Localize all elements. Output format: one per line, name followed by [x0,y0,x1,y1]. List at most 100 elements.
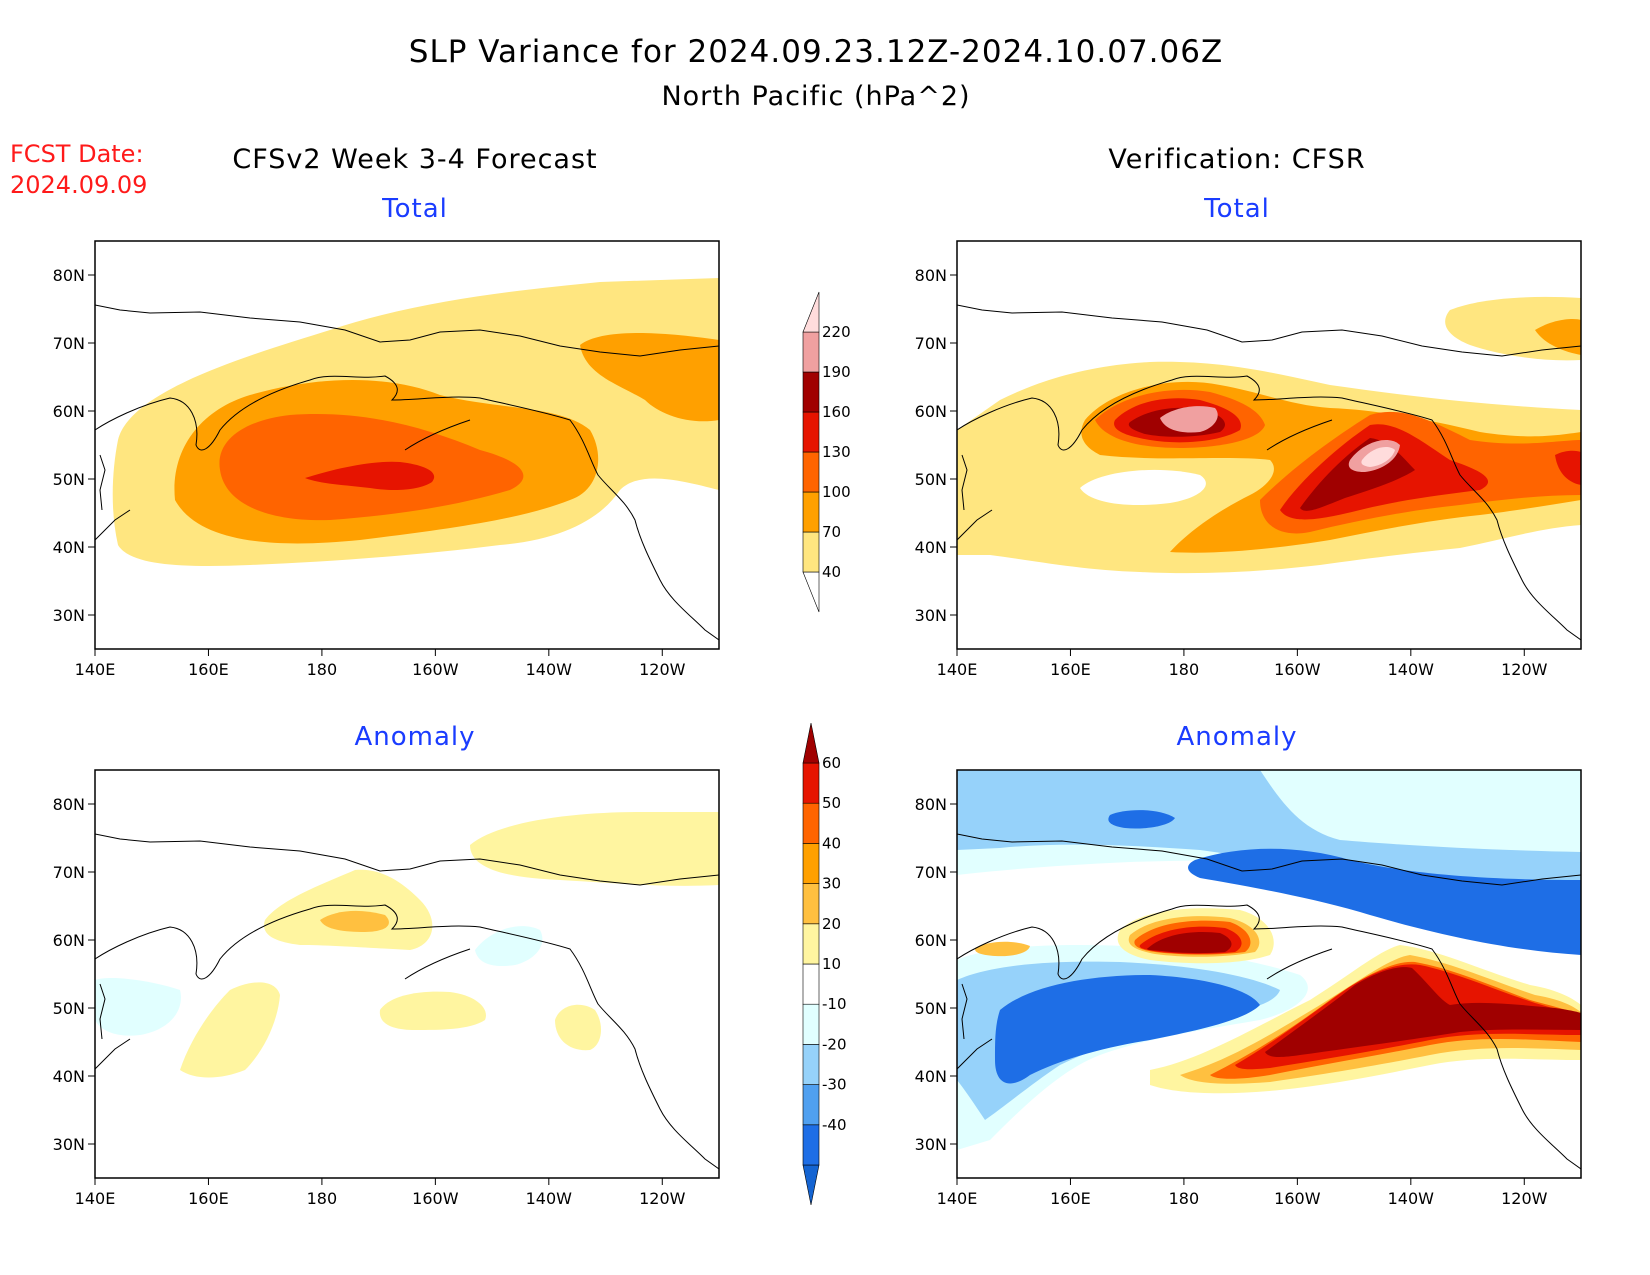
colorbar-swatch [802,1164,820,1206]
colorbar-label: -10 [822,995,847,1013]
left-column-title: CFSv2 Week 3-4 Forecast [232,144,597,175]
colorbar-swatch [802,531,820,573]
lon-tick-label: 160W [1274,1189,1321,1208]
shade-anom-20-30 [320,910,389,932]
colorbar-swatch [802,1124,820,1166]
coastline [95,833,719,1170]
shade-total-160 [1128,407,1415,511]
colorbar-swatch [802,491,820,533]
shade-total-40-ne [1445,296,1581,361]
colorbar-swatch [802,802,820,844]
lon-tick-label: 140W [1388,660,1435,679]
lon-tick-label: 120W [1501,1189,1548,1208]
lon-tick-label: 180 [1169,660,1200,679]
coastline [957,833,1581,1170]
shade-total-70-ne [1535,319,1581,355]
map-panel-verification-anomaly [956,769,1582,1179]
colorbar-label: -40 [822,1116,847,1134]
map-panel-verification-total [956,240,1582,650]
lat-tick-label: 40N [53,1067,85,1086]
colorbar-label: 160 [822,403,851,421]
shade-anom-neg30-sw [995,975,1260,1084]
colorbar-label: 100 [822,483,851,501]
colorbar-swatch [802,843,820,884]
colorbar-swatch [802,1003,820,1045]
lat-tick-label: 70N [915,863,947,882]
lat-tick-label: 30N [915,1135,947,1154]
colorbar-swatch [802,451,820,493]
colorbar-swatch [802,331,820,373]
axis-ticks: 140E 160E 180 160W 140W 120W 80N 70N 60N 50N 40N 30… [53,266,1548,1208]
lon-tick-label: 180 [307,660,338,679]
shade-anom-10-20-aleutian [264,869,433,950]
colorbar-swatch [802,1044,820,1085]
colorbar-label: 70 [822,523,841,541]
lon-tick-label: 160W [1274,660,1321,679]
colorbar-label: 60 [822,754,841,772]
colorbar-label: 130 [822,443,851,461]
colorbar-swatch [802,371,820,413]
clear-hole [1080,469,1206,506]
colorbar-swatch [802,923,820,965]
shade-anom-10-20-mid [379,991,486,1030]
colorbar-label: 40 [822,563,841,581]
lon-tick-label: 180 [1169,1189,1200,1208]
lat-tick-label: 60N [915,402,947,421]
shade-anom-10-20-east [555,1004,602,1051]
lat-tick-label: 30N [53,1135,85,1154]
lat-tick-label: 30N [53,606,85,625]
colorbar-swatch [802,963,820,1005]
lat-tick-label: 80N [53,795,85,814]
coastline [95,304,719,641]
lon-tick-label: 140E [937,1189,978,1208]
panel-title-verification-total: Total [1203,194,1270,224]
lat-tick-label: 60N [53,402,85,421]
lat-tick-label: 80N [915,795,947,814]
lat-tick-label: 80N [915,266,947,285]
colorbar-label: -30 [822,1076,847,1094]
lat-tick-label: 80N [53,266,85,285]
lat-tick-label: 40N [915,538,947,557]
lat-tick-label: 30N [915,606,947,625]
lat-tick-label: 50N [53,999,85,1018]
colorbar-label: 220 [822,323,851,341]
shade-anom-neg10 [95,978,181,1036]
lon-tick-label: 140E [75,1189,116,1208]
shade-anom-neg30 [1188,848,1581,955]
lon-tick-label: 160E [1050,1189,1091,1208]
shade-anom-10-20-sw [180,982,280,1078]
panel-title-verification-anomaly: Anomaly [1176,722,1297,752]
shade-anom-10-20-ne [470,812,719,886]
colorbar-label: 30 [822,875,841,893]
colorbars: 40 70 100 130 160 190 220 -40 -30 -20 -10 10 20 30 40 5… [802,291,851,1206]
shade-total-130 [305,461,435,490]
colorbar-label: 20 [822,915,841,933]
colorbar-swatch [802,291,820,333]
colorbar-swatch [802,1084,820,1126]
shade-anom-pos20-west [974,941,1030,957]
lat-tick-label: 50N [915,999,947,1018]
lat-tick-label: 40N [53,538,85,557]
colorbar-swatch [802,722,820,764]
shade-total-220 [1361,447,1395,467]
lon-tick-label: 140W [1388,1189,1435,1208]
lat-tick-label: 70N [53,334,85,353]
colorbar-swatch [802,762,820,804]
lon-tick-label: 120W [639,1189,686,1208]
colorbar-label: 190 [822,363,851,381]
lon-tick-label: 140W [526,660,573,679]
lon-tick-label: 140E [75,660,116,679]
lon-tick-label: 160W [412,660,459,679]
shade-anom-neg10-alaska [475,926,543,967]
colorbar-anomaly: -40 -30 -20 -10 10 20 30 40 50 60 [802,722,847,1206]
colorbar-swatch [802,411,820,453]
colorbar-label: -20 [822,1035,847,1053]
colorbar-swatch [802,883,820,925]
main-subtitle: North Pacific (hPa^2) [661,81,970,112]
colorbar-swatch [802,571,820,613]
lon-tick-label: 180 [307,1189,338,1208]
fcst-date-label: FCST Date: [10,140,144,168]
colorbar-label: 40 [822,834,841,852]
lon-tick-label: 120W [639,660,686,679]
